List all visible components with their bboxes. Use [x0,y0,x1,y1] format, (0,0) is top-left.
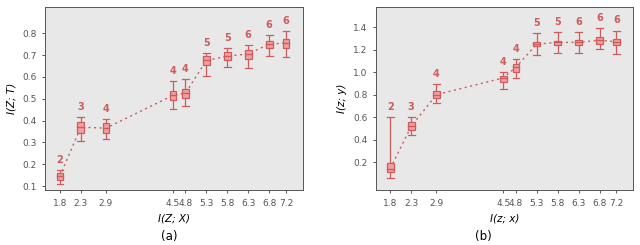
Text: 2: 2 [56,155,63,165]
Bar [613,39,620,45]
Bar [533,42,540,46]
Bar [433,91,440,98]
Bar [102,123,109,133]
Y-axis label: I(z; y): I(z; y) [337,84,348,113]
Text: 6: 6 [266,20,273,30]
Bar [56,173,63,180]
Text: 4: 4 [182,64,189,74]
Bar [282,39,289,49]
Text: 6: 6 [575,17,582,27]
Text: 6: 6 [596,13,603,23]
Bar [554,41,561,45]
Text: 3: 3 [77,102,84,112]
Bar [170,91,176,100]
Bar [408,122,415,130]
Bar [224,52,230,61]
Text: 3: 3 [408,102,415,111]
Text: 4: 4 [433,69,440,79]
Bar [77,122,84,133]
Bar [266,41,273,49]
Text: 6: 6 [613,15,620,25]
X-axis label: I(Z; X): I(Z; X) [158,213,190,223]
Bar [596,37,603,44]
Text: (a): (a) [161,230,178,243]
X-axis label: I(z; x): I(z; x) [490,213,519,223]
Text: (b): (b) [475,230,492,243]
Bar [513,64,519,72]
Text: 5: 5 [203,38,210,48]
Text: 4: 4 [513,44,519,54]
Text: 2: 2 [387,102,394,111]
Bar [387,163,394,172]
Text: 5: 5 [533,18,540,28]
Bar [203,56,210,65]
Text: 4: 4 [500,57,507,67]
Text: 4: 4 [102,104,109,114]
Bar [182,89,189,98]
Text: 6: 6 [282,16,289,26]
Bar [245,49,252,59]
Text: 4: 4 [170,66,176,76]
Text: 6: 6 [245,30,252,40]
Bar [500,76,507,82]
Text: 5: 5 [224,33,230,43]
Y-axis label: I(Z; T): I(Z; T) [7,83,17,114]
Text: 5: 5 [554,17,561,26]
Bar [575,40,582,45]
